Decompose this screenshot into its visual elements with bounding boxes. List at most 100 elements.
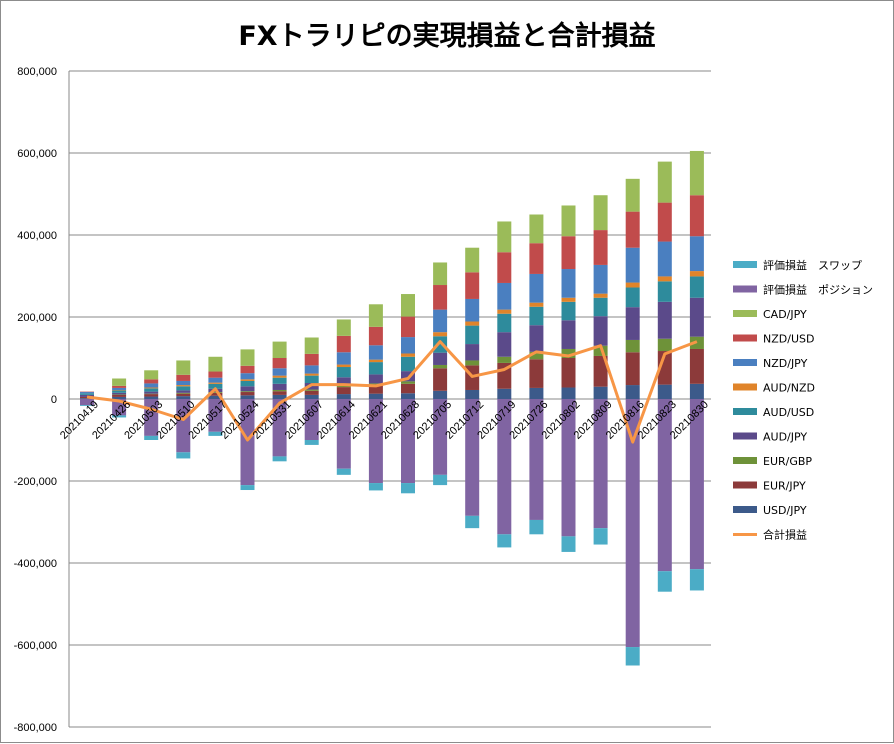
bar-segment-eur-jpy: [112, 395, 126, 397]
bar-segment-cad-jpy: [401, 294, 415, 317]
bar-segment--: [176, 452, 190, 458]
bar-segment-aud-jpy: [241, 386, 255, 391]
bar-segment-cad-jpy: [465, 248, 479, 273]
bar-segment-nzd-usd: [626, 212, 640, 248]
bar-segment--: [690, 569, 704, 590]
y-tick-label: -600,000: [14, 640, 57, 652]
bar-segment-usd-jpy: [562, 388, 576, 399]
y-tick-label: 400,000: [17, 230, 57, 242]
legend-label: 評価損益 ポジション: [763, 283, 873, 297]
bar-segment-cad-jpy: [562, 205, 576, 236]
bar-segment-eur-jpy: [176, 394, 190, 396]
bar-segment-aud-jpy: [433, 353, 447, 365]
legend-label: NZD/USD: [763, 333, 814, 346]
bar-segment-eur-gbp: [626, 340, 640, 352]
bar-segment-eur-jpy: [626, 352, 640, 385]
bar-segment-eur-jpy: [305, 391, 319, 395]
bar-segment--: [401, 483, 415, 493]
bar-segment--: [594, 528, 608, 544]
bar-segment-eur-gbp: [176, 393, 190, 394]
bar-segment--: [241, 485, 255, 490]
bar-segment-aud-nzd: [497, 310, 511, 314]
bar-segment--: [144, 436, 158, 440]
bar-segment-aud-usd: [401, 357, 415, 371]
legend-label: 評価損益 スワップ: [763, 258, 862, 272]
bar-segment-nzd-usd: [529, 243, 543, 274]
legend-swatch: [733, 359, 757, 366]
bar-segment-eur-jpy: [433, 368, 447, 391]
bar-segment-aud-nzd: [208, 383, 222, 384]
bar-segment--: [562, 536, 576, 552]
legend-label: 合計損益: [763, 528, 807, 542]
bar-segment--: [369, 483, 383, 490]
bar-segment-nzd-jpy: [401, 337, 415, 353]
grid-lines: [69, 71, 711, 727]
bar-segment-nzd-jpy: [529, 274, 543, 303]
bar-segment-nzd-usd: [594, 230, 608, 265]
bar-segment-cad-jpy: [241, 349, 255, 365]
legend-label: USD/JPY: [763, 504, 807, 517]
bar-segment-nzd-usd: [305, 354, 319, 365]
bar-segment-aud-usd: [562, 302, 576, 320]
legend-swatch: [733, 310, 757, 317]
bar-segment-nzd-jpy: [112, 388, 126, 390]
legend-swatch: [733, 506, 757, 513]
y-tick-label: 800,000: [17, 66, 57, 78]
y-tick-label: -400,000: [14, 558, 57, 570]
bar-segment-nzd-jpy: [465, 299, 479, 322]
bar-segment-cad-jpy: [305, 338, 319, 354]
bar-segment-usd-jpy: [690, 384, 704, 399]
bar-segment-aud-usd: [144, 388, 158, 391]
y-tick-label: 600,000: [17, 148, 57, 160]
bar-segment--: [658, 571, 672, 592]
bar-segment-nzd-usd: [433, 285, 447, 310]
bar-segment-eur-gbp: [305, 390, 319, 391]
bar-segment-aud-usd: [273, 378, 287, 384]
bar-segment-nzd-usd: [497, 252, 511, 283]
bar-segment-aud-jpy: [176, 390, 190, 392]
bar-segment-eur-gbp: [241, 391, 255, 392]
y-tick-label: -800,000: [14, 722, 57, 734]
bar-segment-nzd-jpy: [337, 352, 351, 364]
bar-segment-nzd-jpy: [176, 381, 190, 385]
bar-segment-eur-jpy: [241, 392, 255, 395]
bar-segment-eur-gbp: [273, 390, 287, 391]
bar-segment-usd-jpy: [529, 388, 543, 399]
bar-segment-aud-jpy: [658, 302, 672, 339]
legend-swatch: [733, 384, 757, 391]
bar-segment-nzd-jpy: [369, 345, 383, 359]
legend-label: AUD/USD: [763, 406, 814, 419]
bar-segment-aud-usd: [369, 362, 383, 374]
bar-segment-cad-jpy: [337, 319, 351, 335]
bar-segment-aud-jpy: [594, 316, 608, 346]
bar-segment-aud-nzd: [273, 376, 287, 378]
bar-segment-aud-jpy: [112, 393, 126, 395]
chart-title: FXトラリピの実現損益と合計損益: [238, 20, 655, 52]
bar-segment-cad-jpy: [658, 162, 672, 203]
y-tick-label: 0: [51, 394, 57, 406]
bar-segment--: [497, 534, 511, 547]
bar-segment-nzd-usd: [112, 386, 126, 388]
bar-segment-usd-jpy: [658, 385, 672, 399]
bar-segment-aud-nzd: [529, 303, 543, 307]
bar-segment-cad-jpy: [176, 360, 190, 374]
bar-segment-aud-nzd: [176, 385, 190, 386]
bar-segment-eur-gbp: [497, 357, 511, 363]
bar-segment-aud-nzd: [241, 379, 255, 381]
bar-segment-aud-nzd: [690, 271, 704, 276]
bar-segment--: [465, 516, 479, 528]
bar-segment-usd-jpy: [465, 390, 479, 399]
bar-segment-eur-jpy: [690, 349, 704, 384]
bar-segment-aud-jpy: [562, 320, 576, 349]
bar-segment-nzd-usd: [562, 236, 576, 269]
bar-segment-cad-jpy: [594, 195, 608, 230]
bar-segment-cad-jpy: [144, 370, 158, 379]
legend-swatch: [733, 286, 757, 293]
bar-segment-eur-gbp: [401, 381, 415, 383]
bar-segment-eur-gbp: [433, 365, 447, 368]
bar-segment-nzd-jpy: [658, 242, 672, 277]
bar-segment-aud-usd: [176, 386, 190, 390]
